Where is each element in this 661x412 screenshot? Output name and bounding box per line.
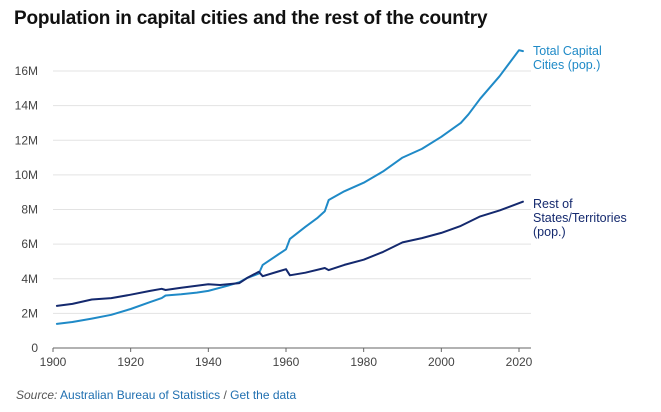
x-axis-ticks: 1900 1920 1940 1960 1980 2000 2020	[40, 348, 533, 369]
x-tick-label: 1940	[195, 355, 222, 369]
x-tick-label: 1980	[350, 355, 377, 369]
y-tick-label: 14M	[15, 99, 38, 113]
get-the-data-link[interactable]: Get the data	[230, 388, 297, 402]
source-link-abs[interactable]: Australian Bureau of Statistics	[60, 388, 221, 402]
y-tick-label: 16M	[15, 64, 38, 78]
source-note: Source: Australian Bureau of Statistics …	[16, 388, 296, 402]
series-line-rest-of-states	[55, 200, 524, 307]
source-separator: /	[223, 388, 227, 402]
y-axis-ticks: 0 2M 4M 6M 8M 10M 12M 14M 16M	[15, 64, 39, 355]
x-tick-label: 2020	[506, 355, 533, 369]
source-prefix: Source:	[16, 388, 58, 402]
series-line-capital-cities	[55, 49, 524, 325]
y-tick-label: 12M	[15, 133, 38, 147]
series-lines	[55, 49, 524, 325]
y-tick-label: 2M	[21, 306, 38, 320]
series-label-rest-of-states: Rest of States/Territories (pop.)	[533, 197, 627, 239]
y-tick-label: 8M	[21, 203, 38, 217]
y-tick-label: 6M	[21, 237, 38, 251]
y-tick-label: 10M	[15, 168, 38, 182]
x-tick-label: 1960	[273, 355, 300, 369]
chart-title: Population in capital cities and the res…	[14, 8, 488, 29]
series-label-capital-cities: Total Capital Cities (pop.)	[533, 44, 602, 72]
y-tick-label: 0	[31, 341, 38, 355]
gridlines	[53, 70, 531, 349]
y-tick-label: 4M	[21, 272, 38, 286]
x-tick-label: 1900	[40, 355, 67, 369]
x-tick-label: 2000	[428, 355, 455, 369]
x-tick-label: 1920	[117, 355, 144, 369]
